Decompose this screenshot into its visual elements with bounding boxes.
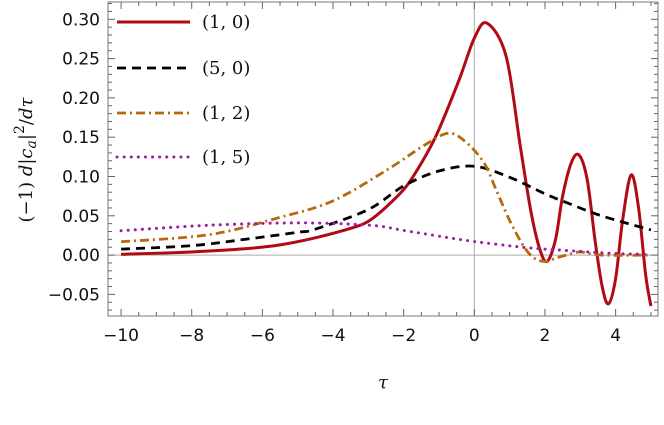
x-tick-label: −2 bbox=[391, 326, 416, 346]
tick-labels: −10 −8 −6 −4 −2 0 2 4 −0.05 0.00 0.05 0.10 0.15 0.20 0… bbox=[48, 10, 621, 346]
x-tick-label: 2 bbox=[540, 326, 551, 346]
y-tick-label: 0.00 bbox=[62, 246, 100, 266]
series-line-5-0 bbox=[121, 164, 652, 251]
y-tick-label: −0.05 bbox=[48, 285, 100, 305]
x-tick-label: −6 bbox=[250, 326, 275, 346]
legend: (1, 0) (5, 0) (1, 2) (1, 5) bbox=[115, 12, 250, 168]
x-tick-label: −10 bbox=[103, 326, 139, 346]
y-tick-label: 0.10 bbox=[62, 167, 100, 187]
legend-label: (1, 5) bbox=[202, 147, 250, 168]
x-tick-label: −4 bbox=[320, 326, 345, 346]
x-tick-label: −8 bbox=[179, 326, 204, 346]
x-axis-label: τ bbox=[378, 372, 389, 393]
x-tick-label: 4 bbox=[610, 326, 621, 346]
legend-label: (5, 0) bbox=[202, 58, 250, 79]
series-line-1-5 bbox=[119, 221, 653, 256]
series-line-1-2 bbox=[120, 131, 651, 263]
y-tick-label: 0.20 bbox=[62, 89, 100, 109]
series-line-1-0 bbox=[121, 21, 653, 307]
y-axis-label: (−1) d|ca|2/dτ bbox=[12, 96, 40, 222]
y-tick-label: 0.30 bbox=[62, 10, 100, 30]
legend-label: (1, 2) bbox=[202, 103, 250, 124]
zero-axes bbox=[108, 2, 658, 316]
plot-frame bbox=[107, 1, 659, 317]
ticks bbox=[108, 2, 658, 316]
y-tick-label: 0.25 bbox=[62, 50, 100, 70]
legend-label: (1, 0) bbox=[202, 12, 250, 33]
y-tick-label: 0.15 bbox=[62, 128, 100, 148]
x-tick-label: 0 bbox=[469, 326, 480, 346]
y-tick-label: 0.05 bbox=[62, 207, 100, 227]
series-layer bbox=[119, 21, 653, 307]
